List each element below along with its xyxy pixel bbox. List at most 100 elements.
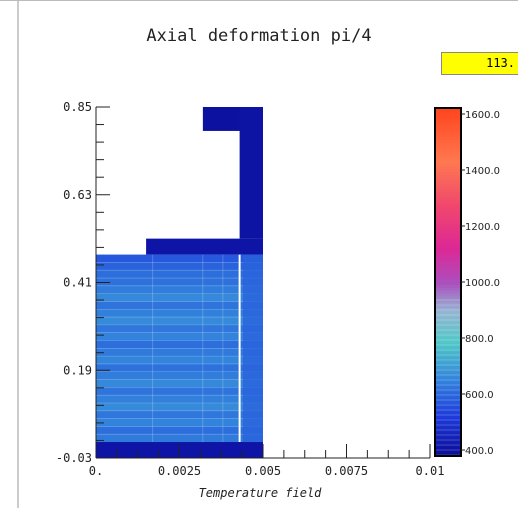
colorbar-strip — [435, 348, 461, 353]
colorbar-strip — [435, 319, 461, 324]
colorbar-strip — [435, 432, 461, 437]
colorbar-strip — [435, 122, 461, 126]
x-tick-label: 0.0025 — [158, 464, 201, 478]
colorbar-strip — [435, 302, 461, 306]
x-tick-label: 0.01 — [416, 464, 445, 478]
region-main-body-band — [96, 301, 263, 310]
colorbar-strip — [435, 351, 461, 356]
colorbar-strip — [435, 284, 461, 289]
region-main-body-band — [96, 371, 263, 381]
colorbar-strip — [435, 145, 461, 150]
colorbar-strip — [435, 197, 461, 202]
colorbar-strip — [435, 142, 461, 147]
colorbar-strip — [435, 438, 461, 443]
colorbar-strip — [435, 189, 461, 193]
region-main-body-band — [96, 418, 263, 427]
region-horizontal-arm — [146, 238, 263, 255]
colorbar-strip — [435, 183, 461, 187]
region-main-body-band — [96, 410, 263, 420]
colorbar-strip — [435, 435, 461, 440]
colorbar-strip — [435, 371, 461, 376]
colorbar-strip — [435, 389, 461, 393]
value-badge: 113. — [441, 52, 518, 75]
region-main-body-band — [96, 254, 263, 263]
colorbar-strip — [435, 267, 461, 271]
colorbar-tick-label: 1200.0 — [465, 222, 500, 233]
colorbar-strip — [435, 261, 461, 266]
colorbar-strip — [435, 415, 461, 419]
colorbar-strip — [435, 313, 461, 318]
colorbar-strip — [435, 400, 461, 405]
colorbar-strip — [435, 226, 461, 231]
region-main-body-band — [96, 278, 263, 287]
colorbar-strip — [435, 441, 461, 445]
region-main-body-band — [96, 332, 263, 342]
colorbar-strip — [435, 151, 461, 155]
colorbar-tick-label: 1400.0 — [465, 166, 500, 177]
region-main-body-band — [96, 387, 263, 396]
colorbar-strip — [435, 247, 461, 251]
colorbar-strip — [435, 264, 461, 269]
colorbar-strip — [435, 337, 461, 341]
colorbar-strip — [435, 342, 461, 347]
colorbar-strip — [435, 429, 461, 434]
colorbar-strip — [435, 403, 461, 408]
colorbar-strip — [435, 166, 461, 170]
region-main-body-band — [96, 379, 263, 388]
colorbar-tick-label: 1000.0 — [465, 278, 500, 289]
colorbar-strip — [435, 398, 461, 402]
colorbar-strip — [435, 229, 461, 234]
colorbar-strip — [435, 218, 461, 222]
colorbar-strip — [435, 206, 461, 211]
region-main-body-band — [96, 395, 263, 404]
colorbar-strip — [435, 357, 461, 361]
colorbar-strip — [435, 125, 461, 129]
region-main-body-band — [96, 309, 263, 318]
colorbar-strip — [435, 139, 461, 144]
colorbar-strip — [435, 203, 461, 208]
colorbar-tick-label: 400.0 — [465, 446, 494, 457]
colorbar-strip — [435, 250, 461, 254]
colorbar-strip — [435, 366, 461, 370]
colorbar-strip — [435, 137, 461, 141]
colorbar-strip — [435, 180, 461, 184]
colorbar-strip — [435, 174, 461, 179]
colorbar-strip — [435, 282, 461, 286]
colorbar-strip — [435, 444, 461, 448]
colorbar-strip — [435, 273, 461, 277]
colorbar-strip — [435, 209, 461, 213]
colorbar-strip — [435, 392, 461, 396]
colorbar-strip — [435, 383, 461, 387]
region-vertical-stem — [239, 107, 263, 239]
y-tick-label: 0.85 — [63, 100, 92, 114]
colorbar-strip — [435, 406, 461, 411]
colorbar-strip — [435, 255, 461, 260]
colorbar-strip — [435, 177, 461, 182]
colorbar-strip — [435, 395, 461, 399]
colorbar-strip — [435, 409, 461, 414]
y-tick-label: 0.63 — [63, 188, 92, 202]
colorbar-strip — [435, 171, 461, 176]
colorbar-strip — [435, 134, 461, 138]
colorbar-strip — [435, 168, 461, 173]
colorbar-strip — [435, 119, 461, 124]
colorbar-strip — [435, 369, 461, 373]
y-tick-label: 0.41 — [63, 276, 92, 290]
colorbar-strip — [435, 270, 461, 274]
colorbar-strip — [435, 279, 461, 283]
colorbar-strip — [435, 215, 461, 219]
region-main-body-band — [96, 426, 263, 435]
colorbar-strip — [435, 108, 461, 112]
colorbar-strip — [435, 221, 461, 225]
region-main-body-band — [96, 293, 263, 302]
colorbar-strip — [435, 380, 461, 385]
region-right-column — [242, 254, 263, 443]
colorbar-tick-label: 600.0 — [465, 390, 494, 401]
colorbar-strip — [435, 290, 461, 295]
chart-title: Axial deformation pi/4 — [146, 26, 372, 46]
colorbar-strip — [435, 328, 461, 332]
x-tick-label: 0.005 — [245, 464, 281, 478]
colorbar-strip — [435, 192, 461, 196]
colorbar-strip — [435, 296, 461, 300]
